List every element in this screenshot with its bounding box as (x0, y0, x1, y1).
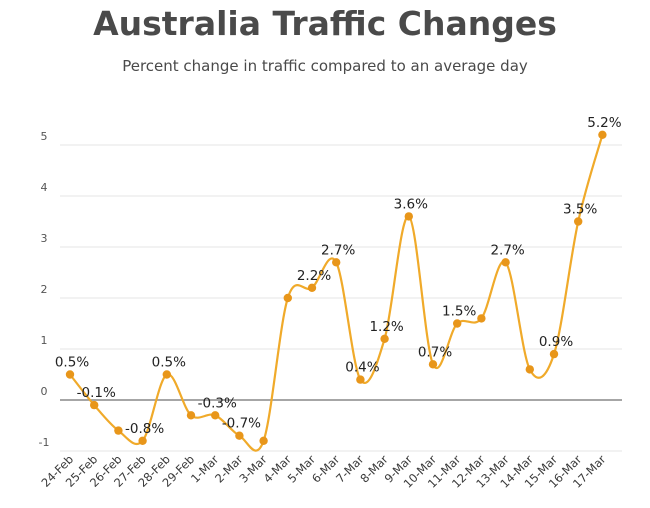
data-point (65, 370, 75, 379)
data-point (549, 349, 559, 359)
y-tick-label: 2 (41, 283, 48, 296)
data-point (598, 130, 607, 139)
data-label: 2.7% (490, 242, 524, 258)
data-point (332, 258, 341, 267)
data-label: 0.5% (152, 355, 186, 371)
y-tick-label: -1 (39, 436, 50, 449)
data-point (235, 431, 244, 440)
data-point (525, 365, 534, 374)
data-point (114, 426, 123, 435)
y-tick-label: 4 (41, 181, 48, 194)
data-point (211, 411, 220, 420)
data-point (259, 436, 268, 445)
data-label: -0.8% (125, 421, 164, 437)
data-label: -0.1% (77, 385, 116, 401)
data-labels: 0.5% -0.1% -0.8% 0.5% -0.3% -0.7% 2.2% 2.7% 0.4%… (55, 115, 622, 437)
y-tick-label: 1 (41, 334, 48, 347)
chart-subtitle: Percent change in traffic compared to an… (122, 57, 528, 75)
x-axis-ticks: 24-Feb25-Feb26-Feb27-Feb28-Feb29-Feb1-Ma… (39, 452, 609, 491)
data-label: 0.5% (55, 355, 89, 371)
data-point (380, 334, 389, 343)
data-label: 3.5% (563, 202, 597, 218)
data-point (404, 212, 413, 221)
data-point (574, 217, 583, 226)
data-point (186, 411, 196, 420)
gridlines (60, 144, 622, 452)
y-tick-label: 3 (41, 232, 48, 245)
data-point (477, 314, 486, 323)
series-line (69, 134, 604, 452)
data-point (162, 370, 171, 379)
data-label: 0.7% (418, 344, 452, 360)
y-axis-ticks: -1 0 1 2 3 4 5 (39, 130, 50, 449)
y-tick-label: 5 (41, 130, 48, 143)
data-label: 0.4% (345, 360, 379, 376)
chart-title: Australia Traffic Changes (93, 4, 557, 43)
markers (65, 130, 607, 445)
data-label: 1.5% (442, 304, 476, 320)
data-point (501, 258, 510, 267)
data-label: 5.2% (587, 115, 621, 131)
data-point (428, 360, 438, 369)
data-point (283, 293, 292, 303)
data-point (307, 283, 317, 292)
data-label: 3.6% (394, 196, 428, 212)
data-point (356, 375, 365, 384)
data-point (90, 400, 99, 410)
data-label: 2.7% (321, 242, 355, 258)
data-point (453, 319, 462, 328)
y-tick-label: 0 (41, 385, 48, 398)
data-label: 2.2% (297, 268, 331, 284)
data-label: -0.3% (198, 395, 237, 411)
data-label: 0.9% (539, 334, 573, 350)
data-label: -0.7% (222, 416, 261, 432)
data-point (138, 436, 147, 445)
data-label: 1.2% (369, 319, 403, 335)
